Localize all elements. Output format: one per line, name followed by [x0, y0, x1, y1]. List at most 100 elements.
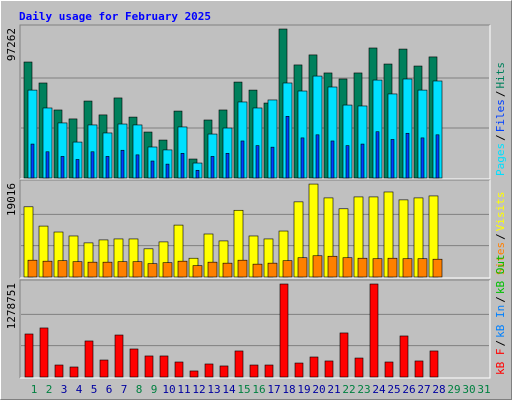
legend-separator: /	[494, 134, 507, 141]
bar	[285, 116, 290, 179]
panel	[20, 280, 490, 378]
x-tick-label: 28	[432, 383, 445, 396]
bar	[132, 261, 143, 278]
bar	[330, 140, 335, 179]
bar	[54, 364, 64, 378]
bar	[84, 340, 94, 378]
bar	[435, 134, 440, 179]
bar	[252, 263, 263, 278]
x-tick-label: 27	[417, 383, 430, 396]
bar	[267, 262, 278, 278]
bar	[225, 153, 230, 179]
bar	[150, 160, 155, 179]
bar	[30, 143, 35, 179]
x-tick-label: 17	[267, 383, 280, 396]
chart-title: Daily usage for February 2025	[19, 10, 211, 23]
bar	[312, 255, 323, 278]
bar	[270, 146, 275, 179]
legend-separator: /	[494, 296, 507, 303]
bar	[27, 259, 38, 278]
bar	[57, 260, 68, 278]
bar	[360, 143, 365, 179]
bar	[249, 364, 259, 378]
bar	[255, 145, 260, 179]
bar	[210, 156, 215, 179]
bar	[342, 257, 353, 278]
panel-edge-light	[20, 25, 491, 180]
bar	[387, 257, 398, 278]
bar	[399, 335, 409, 378]
bar	[39, 327, 49, 378]
legend-separator: /	[494, 233, 507, 240]
legend-entry: kB F	[494, 349, 507, 376]
x-tick-label: 5	[91, 383, 98, 396]
bar	[315, 134, 320, 179]
bar	[102, 261, 113, 278]
x-tick-label: 16	[252, 383, 265, 396]
x-tick-label: 1	[31, 383, 38, 396]
bar	[165, 163, 170, 179]
bar	[264, 364, 274, 378]
legend-entry: Files	[494, 99, 507, 132]
x-tick-label: 30	[462, 383, 475, 396]
bar	[105, 156, 110, 179]
bar	[240, 140, 245, 179]
bar	[144, 355, 154, 378]
x-tick-label: 3	[61, 383, 68, 396]
x-tick-label: 7	[121, 383, 128, 396]
bar	[339, 332, 349, 378]
bar	[72, 261, 83, 278]
bar	[87, 261, 98, 278]
bar	[180, 153, 185, 179]
y-tick-label: 1278751	[5, 283, 18, 329]
x-tick-label: 2	[46, 383, 53, 396]
legend-entry: Visits	[494, 192, 507, 232]
x-tick-label: 21	[327, 383, 340, 396]
legend: Pages/Files/Hits	[494, 62, 507, 176]
x-tick-label: 25	[387, 383, 400, 396]
bar	[117, 261, 128, 278]
bar	[417, 258, 428, 278]
bar	[222, 262, 233, 278]
x-tick-label: 11	[177, 383, 190, 396]
x-tick-label: 31	[477, 383, 490, 396]
y-tick-label: 97262	[5, 28, 18, 61]
legend-separator: /	[494, 340, 507, 347]
x-tick-label: 29	[447, 383, 460, 396]
bar	[174, 361, 184, 378]
bar	[135, 154, 140, 179]
legend-entry: kB Out	[494, 254, 507, 294]
bar	[192, 265, 203, 278]
panel-edge-dark	[19, 24, 490, 179]
bar	[189, 370, 199, 378]
bar	[375, 131, 380, 179]
panel-edge-dark	[19, 179, 490, 278]
bar	[120, 149, 125, 179]
legend-separator: /	[494, 91, 507, 98]
panel-edge-dark	[19, 279, 490, 378]
bar	[24, 333, 34, 378]
bar	[162, 262, 173, 278]
x-tick-label: 26	[402, 383, 415, 396]
bar	[384, 361, 394, 378]
bar	[129, 348, 139, 378]
bar	[99, 359, 109, 378]
bar	[45, 151, 50, 179]
bar	[390, 139, 395, 179]
bar	[297, 257, 308, 278]
x-tick-label: 10	[162, 383, 175, 396]
bar	[372, 258, 383, 278]
bar	[234, 350, 244, 378]
legend-entry: Pages	[494, 143, 507, 176]
bar	[237, 259, 248, 278]
x-tick-label: 13	[207, 383, 220, 396]
x-tick-label: 14	[222, 383, 236, 396]
x-tick-label: 20	[312, 383, 325, 396]
panel-edge-light	[20, 180, 491, 279]
legend: kB F / kB In / kB Out	[494, 254, 507, 375]
bar	[402, 258, 413, 278]
x-tick-label: 4	[76, 383, 83, 396]
x-tick-label: 23	[357, 383, 370, 396]
y-tick-label: 19016	[5, 183, 18, 216]
